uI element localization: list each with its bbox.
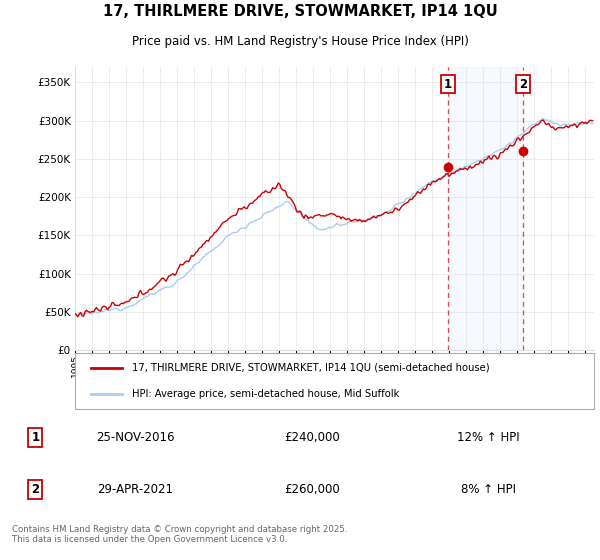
Text: 2: 2 bbox=[31, 483, 40, 496]
Text: 25-NOV-2016: 25-NOV-2016 bbox=[96, 431, 175, 444]
Text: 1: 1 bbox=[31, 431, 40, 444]
Text: 17, THIRLMERE DRIVE, STOWMARKET, IP14 1QU (semi-detached house): 17, THIRLMERE DRIVE, STOWMARKET, IP14 1Q… bbox=[132, 363, 490, 373]
Text: £240,000: £240,000 bbox=[284, 431, 340, 444]
Text: 8% ↑ HPI: 8% ↑ HPI bbox=[461, 483, 515, 496]
Text: 17, THIRLMERE DRIVE, STOWMARKET, IP14 1QU: 17, THIRLMERE DRIVE, STOWMARKET, IP14 1Q… bbox=[103, 4, 497, 18]
Text: 12% ↑ HPI: 12% ↑ HPI bbox=[457, 431, 520, 444]
Text: £260,000: £260,000 bbox=[284, 483, 340, 496]
Text: 2: 2 bbox=[519, 77, 527, 91]
Text: 29-APR-2021: 29-APR-2021 bbox=[97, 483, 173, 496]
Text: Price paid vs. HM Land Registry's House Price Index (HPI): Price paid vs. HM Land Registry's House … bbox=[131, 35, 469, 49]
Text: Contains HM Land Registry data © Crown copyright and database right 2025.
This d: Contains HM Land Registry data © Crown c… bbox=[12, 525, 347, 544]
Text: 1: 1 bbox=[443, 77, 452, 91]
Bar bbox=[448, 67, 523, 350]
Text: HPI: Average price, semi-detached house, Mid Suffolk: HPI: Average price, semi-detached house,… bbox=[132, 389, 400, 399]
